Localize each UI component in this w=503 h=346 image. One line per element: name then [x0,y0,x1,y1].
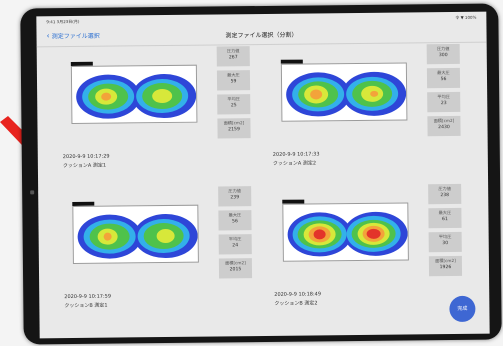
panel-name: クッションB 測定1 [64,302,108,310]
status-indicators: 令 ▼ 100% [455,14,477,20]
stat-label: 最大圧 [437,70,450,76]
stat-area: 面積[cm2] 2159 [217,118,251,139]
stat-area: 面積[cm2] 2430 [427,115,461,137]
stat-label: 平均圧 [227,96,241,102]
stat-area: 面積[cm2] 2015 [218,258,253,279]
stat-label: 面積[cm2] [433,117,455,124]
pressure-map[interactable] [72,204,199,264]
stat-value: 2159 [228,127,240,133]
stat-label: 面積[cm2] [435,257,456,264]
stat-label: 平均圧 [438,234,452,240]
stat-max: 最大圧 61 [428,207,462,229]
stat-average: 平均圧 23 [427,91,461,113]
pressure-map[interactable] [282,202,409,262]
stat-label: 圧力値 [226,48,240,54]
stat-contact: 圧力値 300 [426,43,460,65]
side-button [30,190,35,195]
stat-value: 59 [230,79,237,85]
panel-name: クッションA 測定2 [272,160,317,167]
stat-value: 56 [440,77,447,83]
pressure-map[interactable] [280,62,408,122]
stat-label: 面積[cm2] [225,260,246,266]
stat-value: 2015 [229,267,242,273]
measurement-panel[interactable]: 圧力値 238 最大圧 61 平均圧 30 面積[cm2] 1926 2020-9-9 … [268,183,469,316]
panel-timestamp: 2020-9-9 10:17:33 [272,151,320,158]
panel-timestamp: 2020-9-9 10:17:59 [64,293,112,301]
stat-label: 最大圧 [227,72,240,78]
stat-contact: 圧力値 239 [218,186,252,207]
stat-label: 圧力値 [438,186,451,192]
stat-average: 平均圧 30 [428,231,462,253]
stat-value: 300 [438,53,448,59]
stat-area: 面積[cm2] 1926 [428,255,463,277]
pressure-heatmap [77,214,198,259]
measurement-panel[interactable]: 圧力値 300 最大圧 56 平均圧 23 面積[cm2] 2430 2020-9-9 … [267,43,468,176]
status-time: 9:41 3月23日(月) [46,18,80,25]
stat-average: 平均圧 25 [217,94,251,115]
stat-max: 最大圧 59 [216,70,251,91]
stat-max: 最大圧 56 [426,67,461,89]
stat-value: 23 [440,101,447,107]
complete-button[interactable]: 完成 [449,295,476,323]
stat-label: 圧力値 [228,188,241,194]
panel-name: クッションA 測定1 [62,162,107,170]
app-screen: 9:41 3月23日(月) 令 ▼ 100% ‹ 測定ファイル選択 測定ファイル選… [36,11,490,339]
pressure-map[interactable] [70,64,198,125]
stat-value: 239 [230,195,240,201]
stat-label: 平均圧 [437,94,450,100]
panel-timestamp: 2020-9-9 10:18:49 [274,291,322,298]
stat-value: 24 [232,243,239,249]
stat-label: 平均圧 [228,236,242,242]
stat-label: 面積[cm2] [223,120,245,126]
stat-average: 平均圧 24 [218,234,252,255]
stat-value: 267 [228,55,238,61]
page-title: 測定ファイル選択（分割） [225,31,298,40]
stat-contact: 圧力値 267 [216,46,250,67]
panel-name: クッションB 測定2 [274,300,318,307]
measurement-panel[interactable]: 圧力値 267 最大圧 59 平均圧 25 面積[cm2] 2159 2020-9-9 … [57,46,258,178]
stat-label: 最大圧 [438,210,452,216]
stat-value: 2430 [438,125,450,131]
stat-contact: 圧力値 238 [428,183,462,205]
measurement-panel[interactable]: 圧力値 239 最大圧 56 平均圧 24 面積[cm2] 2015 2020-9-9 … [58,186,259,318]
stat-value: 238 [440,193,450,199]
stat-max: 最大圧 56 [218,210,252,231]
pressure-heatmap [286,71,407,117]
stat-value: 1926 [439,265,452,271]
stat-value: 25 [230,103,237,109]
stat-label: 圧力値 [436,46,450,52]
stat-value: 61 [442,217,448,223]
pressure-heatmap [76,74,197,119]
pressure-heatmap [287,211,408,257]
stat-label: 最大圧 [228,212,242,218]
stat-value: 56 [232,219,238,225]
stat-value: 30 [442,241,449,247]
panel-timestamp: 2020-9-9 10:17:29 [62,153,110,161]
